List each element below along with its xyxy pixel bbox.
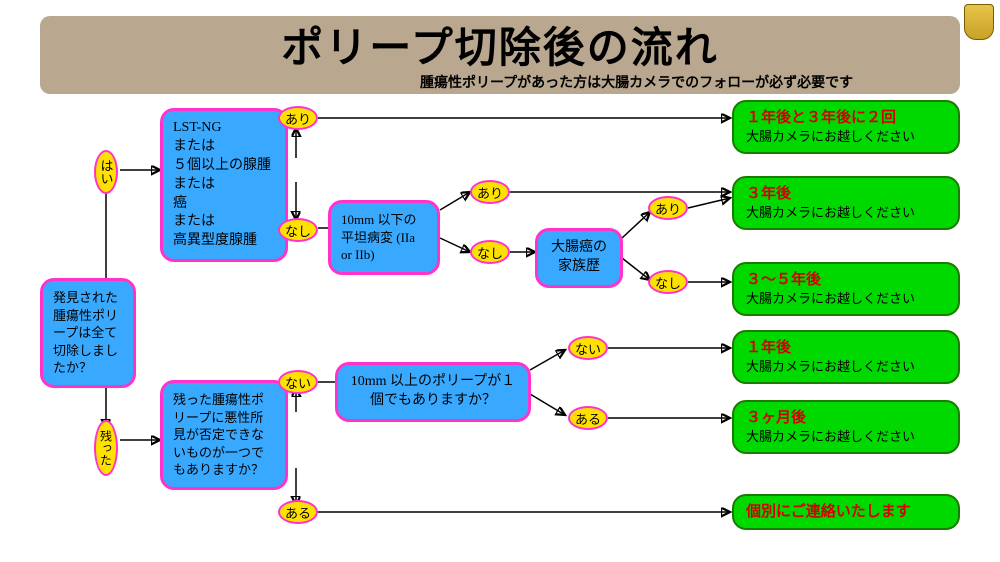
pill-nashi-3: なし xyxy=(648,270,688,294)
result-2: ３年後 大腸カメラにお越しください xyxy=(732,176,960,230)
result-sub: 大腸カメラにお越しください xyxy=(746,128,946,146)
pill-yes: はい xyxy=(94,150,118,194)
result-1: １年後と３年後に２回 大腸カメラにお越しください xyxy=(732,100,960,154)
result-title: １年後 xyxy=(746,338,946,358)
pill-aru-1: ある xyxy=(278,500,318,524)
node-family: 大腸癌の家族歴 xyxy=(535,228,623,288)
result-sub: 大腸カメラにお越しください xyxy=(746,290,946,308)
node-lstng: LST-NG または ５個以上の腺腫 または 癌 または 高異型度腺腫 xyxy=(160,108,288,262)
node-text: 10mm 以上のポリープが１個でもありますか？ xyxy=(351,374,515,408)
node-text: 10mm 以下の平坦病変 (IIa or IIb) xyxy=(341,212,416,262)
result-6: 個別にご連絡いたします xyxy=(732,494,960,530)
pill-nashi-2: なし xyxy=(470,240,510,264)
node-start: 発見された腫瘍性ポリープは全て切除しましたか？ xyxy=(40,278,136,388)
pill-ari-1: あり xyxy=(278,106,318,130)
node-flat: 10mm 以下の平坦病変 (IIa or IIb) xyxy=(328,200,440,275)
result-sub: 大腸カメラにお越しください xyxy=(746,428,946,446)
logo-badge xyxy=(964,4,994,40)
page-title: ポリープ切除後の流れ xyxy=(0,14,1000,75)
node-text: LST-NG または ５個以上の腺腫 または 癌 または 高異型度腺腫 xyxy=(173,120,271,248)
page-subtitle: 腫瘍性ポリープがあった方は大腸カメラでのフォローが必ず必要です xyxy=(420,72,853,92)
pill-remain: 残った xyxy=(94,420,118,476)
result-title: ３ヶ月後 xyxy=(746,408,946,428)
node-10mm: 10mm 以上のポリープが１個でもありますか？ xyxy=(335,362,531,422)
node-remain: 残った腫瘍性ポリープに悪性所見が否定できないものが一つでもありますか？ xyxy=(160,380,288,490)
result-4: １年後 大腸カメラにお越しください xyxy=(732,330,960,384)
pill-nai-1: ない xyxy=(278,370,318,394)
result-title: 個別にご連絡いたします xyxy=(746,502,946,522)
result-5: ３ヶ月後 大腸カメラにお越しください xyxy=(732,400,960,454)
node-text: 発見された腫瘍性ポリープは全て切除しましたか？ xyxy=(53,290,118,375)
node-text: 大腸癌の家族歴 xyxy=(551,240,607,274)
pill-aru-2: ある xyxy=(568,406,608,430)
result-title: ３～５年後 xyxy=(746,270,946,290)
result-3: ３～５年後 大腸カメラにお越しください xyxy=(732,262,960,316)
pill-ari-2: あり xyxy=(470,180,510,204)
result-title: １年後と３年後に２回 xyxy=(746,108,946,128)
result-sub: 大腸カメラにお越しください xyxy=(746,204,946,222)
pill-nai-2: ない xyxy=(568,336,608,360)
pill-nashi-1: なし xyxy=(278,218,318,242)
pill-ari-3: あり xyxy=(648,196,688,220)
node-text: 残った腫瘍性ポリープに悪性所見が否定できないものが一つでもありますか？ xyxy=(173,392,264,477)
result-sub: 大腸カメラにお越しください xyxy=(746,358,946,376)
result-title: ３年後 xyxy=(746,184,946,204)
